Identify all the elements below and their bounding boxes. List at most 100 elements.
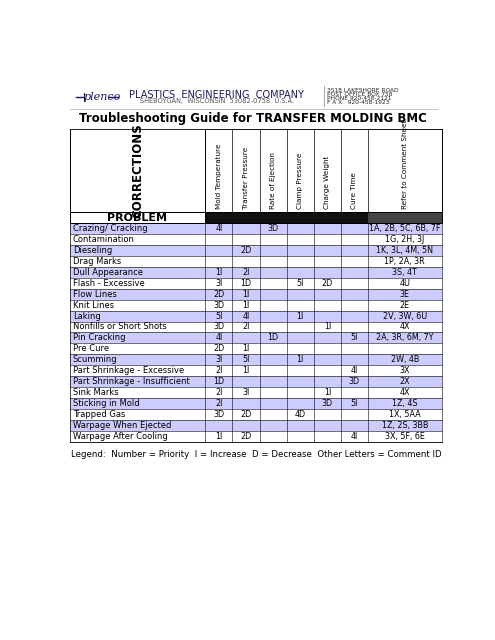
Bar xyxy=(287,223,314,234)
Bar xyxy=(205,420,232,431)
Text: 1Z, 4S: 1Z, 4S xyxy=(392,399,418,408)
Text: 5I: 5I xyxy=(297,279,304,288)
Bar xyxy=(287,267,314,278)
Bar xyxy=(341,387,368,398)
Text: 2D: 2D xyxy=(213,290,224,299)
Text: 1I: 1I xyxy=(297,312,304,321)
Bar xyxy=(314,409,341,420)
Bar xyxy=(70,355,205,365)
Bar xyxy=(259,256,287,267)
Text: 4I: 4I xyxy=(215,333,222,342)
Text: 3D: 3D xyxy=(322,399,333,408)
Text: Warpage When Ejected: Warpage When Ejected xyxy=(73,421,171,430)
Bar xyxy=(287,376,314,387)
Bar xyxy=(232,310,259,321)
Text: PHONE 920-458-2121: PHONE 920-458-2121 xyxy=(327,96,392,101)
Text: 4X: 4X xyxy=(399,388,410,397)
Text: 3S, 4T: 3S, 4T xyxy=(393,268,417,277)
Text: Trapped Gas: Trapped Gas xyxy=(73,410,125,419)
Text: 2D: 2D xyxy=(240,432,251,441)
Text: 3D: 3D xyxy=(213,323,224,332)
Text: PLASTICS  ENGINEERING  COMPANY: PLASTICS ENGINEERING COMPANY xyxy=(129,90,304,99)
Bar xyxy=(70,245,205,256)
Bar xyxy=(314,289,341,300)
Text: 1I: 1I xyxy=(243,290,249,299)
Text: Crazing/ Cracking: Crazing/ Cracking xyxy=(73,224,148,233)
Bar xyxy=(232,332,259,344)
Bar xyxy=(232,321,259,332)
Bar xyxy=(205,355,232,365)
Bar xyxy=(314,365,341,376)
Text: Sticking in Mold: Sticking in Mold xyxy=(73,399,140,408)
Text: Dieseling: Dieseling xyxy=(73,246,112,255)
Text: Flash - Excessive: Flash - Excessive xyxy=(73,279,145,288)
Text: 2X: 2X xyxy=(399,377,410,386)
Bar xyxy=(70,321,205,332)
Text: 3D: 3D xyxy=(213,410,224,419)
Bar xyxy=(259,365,287,376)
Bar xyxy=(341,300,368,310)
Bar xyxy=(341,332,368,344)
Bar xyxy=(314,256,341,267)
Text: Flow Lines: Flow Lines xyxy=(73,290,117,299)
Text: Drag Marks: Drag Marks xyxy=(73,257,121,266)
Bar xyxy=(287,234,314,245)
Bar xyxy=(314,420,341,431)
Text: Transfer Pressure: Transfer Pressure xyxy=(243,147,249,209)
Text: 3X, 5F, 6E: 3X, 5F, 6E xyxy=(385,432,425,441)
Bar xyxy=(259,234,287,245)
Text: 1Z, 2S, 3BB: 1Z, 2S, 3BB xyxy=(382,421,428,430)
Bar xyxy=(287,310,314,321)
Text: PROBLEM: PROBLEM xyxy=(107,212,167,223)
Text: Cure Time: Cure Time xyxy=(351,172,357,209)
Text: 4I: 4I xyxy=(351,366,358,375)
Bar xyxy=(368,278,442,289)
Bar xyxy=(314,376,341,387)
Bar xyxy=(314,223,341,234)
Text: Scumming: Scumming xyxy=(73,355,117,364)
Bar xyxy=(341,245,368,256)
Bar xyxy=(259,387,287,398)
Text: 3E: 3E xyxy=(400,290,410,299)
Bar xyxy=(70,398,205,409)
Bar xyxy=(314,344,341,355)
Bar xyxy=(287,321,314,332)
Bar xyxy=(368,332,442,344)
Text: 1I: 1I xyxy=(324,323,331,332)
Bar xyxy=(205,376,232,387)
Bar xyxy=(259,289,287,300)
Text: 4D: 4D xyxy=(295,410,306,419)
Bar xyxy=(232,245,259,256)
Bar xyxy=(232,431,259,442)
Bar xyxy=(70,300,205,310)
Bar xyxy=(70,387,205,398)
Bar xyxy=(287,387,314,398)
Bar xyxy=(368,289,442,300)
Bar xyxy=(70,234,205,245)
Text: Mold Temperature: Mold Temperature xyxy=(216,144,222,209)
Bar xyxy=(368,398,442,409)
Bar xyxy=(314,387,341,398)
Bar xyxy=(232,355,259,365)
Bar xyxy=(70,310,205,321)
Text: 4X: 4X xyxy=(399,323,410,332)
Bar xyxy=(287,300,314,310)
Bar xyxy=(368,212,442,223)
Bar xyxy=(205,129,442,212)
Bar xyxy=(70,420,205,431)
Bar xyxy=(341,409,368,420)
Text: 3I: 3I xyxy=(243,388,249,397)
Text: 2E: 2E xyxy=(400,301,410,310)
Text: 2V, 3W, 6U: 2V, 3W, 6U xyxy=(383,312,427,321)
Bar xyxy=(287,289,314,300)
Bar xyxy=(205,398,232,409)
Text: SHEBOYGAN,  WISCONSIN  53082-0758  U.S.A.: SHEBOYGAN, WISCONSIN 53082-0758 U.S.A. xyxy=(140,98,294,104)
Bar xyxy=(368,344,442,355)
Bar xyxy=(341,234,368,245)
Bar xyxy=(287,355,314,365)
Bar xyxy=(314,332,341,344)
Text: Laking: Laking xyxy=(73,312,100,321)
Bar xyxy=(341,256,368,267)
Text: 3X: 3X xyxy=(399,366,410,375)
Bar xyxy=(232,256,259,267)
